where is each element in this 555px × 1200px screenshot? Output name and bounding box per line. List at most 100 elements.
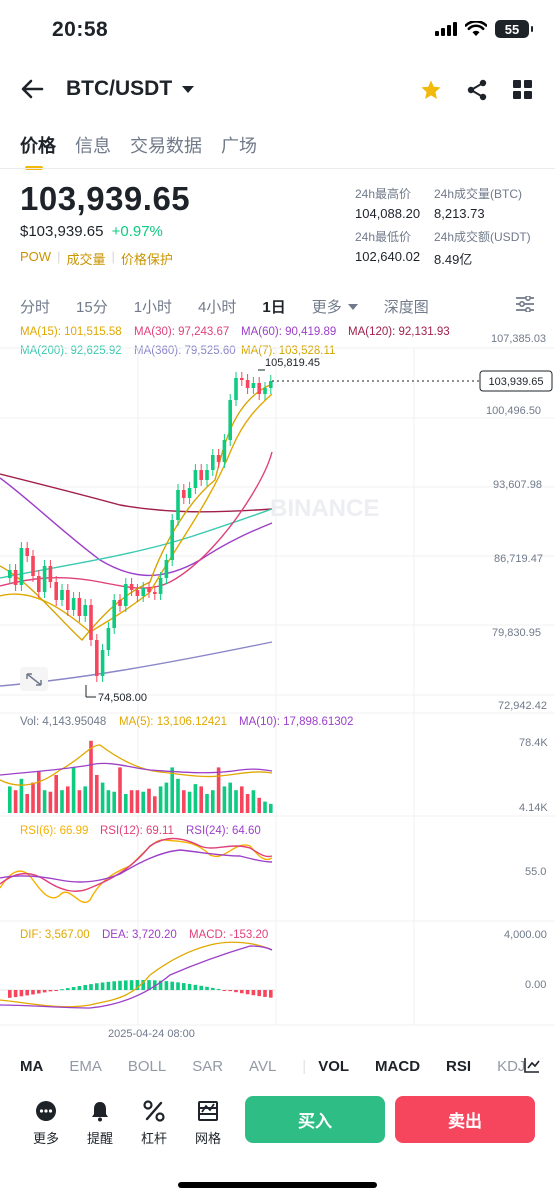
macd-axis-top: 4,000.00 bbox=[504, 929, 547, 941]
interval-1h[interactable]: 1小时 bbox=[133, 299, 173, 316]
macd-axis-zero: 0.00 bbox=[525, 979, 547, 991]
tab-trading-data[interactable]: 交易数据 bbox=[130, 136, 202, 156]
indicator-sar[interactable]: SAR bbox=[192, 1058, 224, 1075]
share-icon[interactable] bbox=[466, 79, 488, 101]
price-axis-label: 72,942.42 bbox=[498, 700, 547, 712]
candle-body bbox=[263, 388, 267, 394]
stat-value: 102,640.02 bbox=[355, 249, 421, 264]
candle-body bbox=[251, 383, 256, 388]
candle-body bbox=[240, 378, 244, 380]
dea-line bbox=[0, 945, 273, 1009]
indicator-rsi[interactable]: RSI bbox=[446, 1058, 472, 1075]
stat-24h-high: 24h最高价 104,088.20 bbox=[355, 185, 420, 221]
candle-body bbox=[135, 590, 140, 596]
low-price-label: 74,508.00 bbox=[98, 692, 147, 704]
interval-4h[interactable]: 4小时 bbox=[198, 299, 237, 316]
indicator-chart-icon[interactable] bbox=[523, 1056, 541, 1074]
interval-1d[interactable]: 1日 bbox=[262, 299, 286, 316]
alert-button[interactable]: 提醒 bbox=[87, 1100, 113, 1147]
grid-layout-icon[interactable] bbox=[513, 80, 532, 99]
candle-body bbox=[83, 605, 87, 616]
indicator-vol[interactable]: VOL bbox=[318, 1058, 350, 1075]
rsi12-line bbox=[0, 837, 273, 892]
indicator-macd[interactable]: MACD bbox=[375, 1058, 421, 1075]
chevron-down-icon bbox=[182, 85, 195, 93]
volume-bar bbox=[118, 767, 122, 813]
vol-ma10-line bbox=[0, 762, 273, 776]
tag-volume[interactable]: 成交量 bbox=[66, 252, 106, 267]
rsi6-legend: RSI(6): 66.99 bbox=[20, 825, 89, 837]
wifi-icon bbox=[465, 21, 487, 36]
interval-more[interactable]: 更多 bbox=[312, 296, 358, 317]
more-button[interactable]: 更多 bbox=[33, 1100, 59, 1147]
indicator-avl[interactable]: AVL bbox=[249, 1058, 277, 1075]
tab-square[interactable]: 广场 bbox=[221, 136, 257, 156]
margin-button[interactable]: 杠杆 bbox=[141, 1100, 167, 1147]
candle-body bbox=[60, 590, 64, 600]
binance-watermark: BINANCE bbox=[270, 495, 379, 522]
rsi24-legend: RSI(24): 64.60 bbox=[186, 825, 261, 837]
macd-bar bbox=[182, 983, 186, 990]
price-chart[interactable]: BINANCE 105,819.45 74,508.00 103,939.65 bbox=[0, 320, 555, 1040]
macd-bar bbox=[251, 990, 256, 996]
tab-info[interactable]: 信息 bbox=[75, 136, 111, 156]
tag-price-protection[interactable]: 价格保护 bbox=[120, 252, 173, 267]
back-arrow-icon[interactable] bbox=[20, 78, 44, 100]
interval-more-label: 更多 bbox=[311, 299, 342, 316]
volume-bar bbox=[269, 803, 273, 813]
indicator-boll[interactable]: BOLL bbox=[127, 1058, 167, 1075]
candle-body bbox=[158, 578, 163, 594]
macd-bar bbox=[77, 986, 82, 990]
macd-bar bbox=[54, 990, 58, 991]
stat-value: 104,088.20 bbox=[355, 206, 421, 221]
candle-body bbox=[170, 520, 174, 560]
interval-depth[interactable]: 深度图 bbox=[383, 299, 429, 316]
stat-24h-low: 24h最低价 102,640.02 bbox=[355, 228, 420, 264]
favorite-star-icon[interactable] bbox=[420, 79, 442, 101]
volume-bar bbox=[222, 786, 227, 813]
macd-bar bbox=[187, 983, 192, 990]
interval-15m[interactable]: 15分 bbox=[76, 299, 108, 316]
pair-selector[interactable]: BTC/USDT bbox=[66, 77, 195, 101]
indicator-ema[interactable]: EMA bbox=[69, 1058, 102, 1075]
macd-bar bbox=[106, 981, 111, 990]
candle-body bbox=[187, 488, 192, 498]
candle-body bbox=[31, 556, 35, 576]
low-annotation: 74,508.00 bbox=[85, 685, 147, 704]
indicator-kdj[interactable]: KDJ bbox=[497, 1058, 526, 1075]
home-indicator bbox=[178, 1182, 377, 1188]
dea-legend: DEA: 3,720.20 bbox=[102, 929, 177, 941]
high-price-label: 105,819.45 bbox=[265, 357, 320, 369]
volume-bar bbox=[176, 778, 180, 813]
chart-settings-icon[interactable] bbox=[515, 296, 535, 312]
macd-bar bbox=[245, 990, 250, 995]
pair-title: BTC/USDT bbox=[66, 77, 173, 100]
volume-bar bbox=[205, 794, 209, 813]
tab-price[interactable]: 价格 bbox=[20, 132, 56, 170]
sell-button[interactable]: 卖出 bbox=[395, 1096, 535, 1143]
main-tabs: 价格 信息 交易数据 广场 bbox=[20, 132, 257, 170]
candle-body bbox=[193, 470, 198, 488]
volume-bar bbox=[158, 786, 163, 813]
interval-timeline[interactable]: 分时 bbox=[20, 299, 51, 316]
buy-button[interactable]: 买入 bbox=[245, 1096, 385, 1143]
candle-body bbox=[269, 381, 273, 388]
ma60-legend: MA(60): 90,419.89 bbox=[241, 326, 337, 338]
macd-bar bbox=[153, 980, 157, 990]
fullscreen-icon[interactable] bbox=[20, 667, 48, 691]
indicator-ma[interactable]: MA bbox=[20, 1058, 44, 1075]
vol-axis-top: 78.4K bbox=[519, 737, 548, 749]
candle-body bbox=[66, 590, 70, 610]
grid-trading-button[interactable]: 网格 bbox=[195, 1100, 221, 1147]
tag-pow[interactable]: POW bbox=[20, 249, 52, 264]
volume-bar bbox=[228, 782, 232, 813]
volume-bar bbox=[54, 775, 58, 813]
macd-bar bbox=[129, 980, 134, 990]
rsi-lines bbox=[0, 837, 273, 903]
candle-body bbox=[205, 470, 209, 480]
macd-bar bbox=[42, 990, 47, 993]
candle-body bbox=[199, 470, 203, 480]
candlesticks bbox=[8, 372, 273, 682]
macd-bar bbox=[216, 988, 221, 990]
volume-bar bbox=[153, 796, 157, 813]
